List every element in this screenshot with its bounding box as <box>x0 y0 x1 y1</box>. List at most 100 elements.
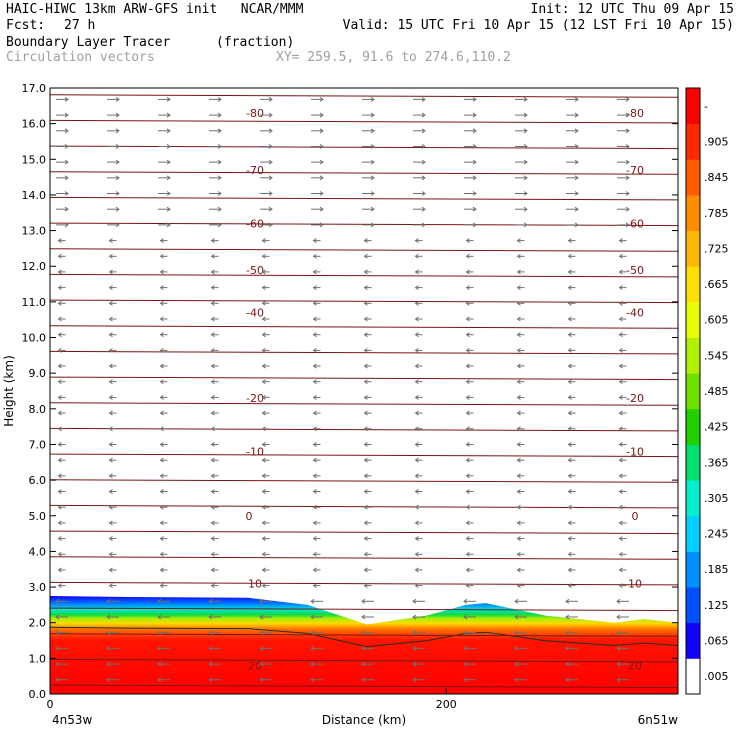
wind-vector-head <box>363 379 368 385</box>
wind-vector-head <box>166 222 171 228</box>
wind-vector-head <box>64 159 69 165</box>
wind-vector-head <box>159 426 164 432</box>
wind-vector-head <box>523 222 528 228</box>
wind-vector-head <box>159 332 164 338</box>
wind-vector-head <box>159 410 164 416</box>
x-tick-label: 200 <box>436 698 457 711</box>
colorbar-swatch <box>686 551 700 588</box>
wind-vector-head <box>159 394 164 400</box>
y-tick-label: 0.0 <box>29 688 47 701</box>
colorbar-label: .485 <box>704 385 729 398</box>
wind-vector-head <box>159 473 164 479</box>
wind-vector-head <box>261 300 266 306</box>
wind-vector-head <box>370 144 375 149</box>
wind-vector-head <box>319 222 324 228</box>
wind-vector-head <box>217 128 222 134</box>
wind-vector-head <box>616 677 621 683</box>
wind-vector-head <box>57 520 62 526</box>
y-tick-label: 1.0 <box>29 652 47 665</box>
wind-vector-head <box>567 300 572 306</box>
wind-vector-head <box>514 630 519 636</box>
wind-vector-head <box>319 96 324 102</box>
wind-vector-head <box>472 96 477 102</box>
wind-vector-head <box>312 520 317 526</box>
y-tick-label: 8.0 <box>29 403 47 416</box>
colorbar-swatch <box>686 123 700 160</box>
wind-vector-head <box>108 520 113 526</box>
wind-vector-head <box>108 457 113 463</box>
y-tick-label: 5.0 <box>29 510 47 523</box>
wind-vector-head <box>208 614 213 620</box>
wind-vector-head <box>268 222 273 228</box>
wind-vector-head <box>363 410 368 416</box>
wind-vector-head <box>363 285 368 291</box>
wind-vector-head <box>115 144 120 149</box>
wind-vector-head <box>166 175 171 181</box>
wind-vector-head <box>312 567 317 573</box>
wind-vector-head <box>55 598 60 604</box>
wind-vector-head <box>567 489 572 494</box>
isotherm-line <box>50 350 678 355</box>
wind-vector-head <box>312 583 317 589</box>
wind-vector-head <box>625 112 630 118</box>
wind-vector-head <box>567 551 572 557</box>
wind-vector-head <box>261 426 266 432</box>
wind-vector-head <box>514 677 519 683</box>
wind-vector-head <box>363 316 368 322</box>
wind-vector-head <box>463 677 468 683</box>
y-tick-label: 2.0 <box>29 617 47 630</box>
wind-vector-head <box>618 394 623 400</box>
colorbar-label: .005 <box>704 670 729 683</box>
colorbar-label: .845 <box>704 171 729 184</box>
wind-vector-head <box>57 567 62 573</box>
wind-vector-head <box>414 316 419 322</box>
wind-vector-head <box>210 551 215 557</box>
isotherm-label: -10 <box>246 446 264 459</box>
header-valid-time: Valid: 15 UTC Fri 10 Apr 15 (12 LST Fri … <box>342 18 734 33</box>
wind-vector-head <box>64 175 69 181</box>
colorbar-label: .245 <box>704 528 729 541</box>
isotherm-label: -70 <box>626 164 644 177</box>
x-tick-label: 0 <box>47 698 54 711</box>
isotherm-line <box>50 119 678 124</box>
wind-vector-head <box>108 426 113 432</box>
isotherm-label: 10 <box>248 578 262 591</box>
isotherm-line <box>50 248 678 252</box>
isotherm-label: 10 <box>628 578 642 591</box>
y-tick-label: 9.0 <box>29 367 47 380</box>
wind-vector-head <box>363 426 368 432</box>
wind-vector-head <box>108 238 113 243</box>
wind-vector-head <box>567 536 572 541</box>
isotherm-label: -20 <box>246 392 264 405</box>
wind-vector-head <box>268 144 273 149</box>
wind-vector-head <box>157 614 162 620</box>
wind-vector-head <box>465 426 470 432</box>
wind-vector-head <box>115 222 120 228</box>
wind-vector-head <box>261 457 266 463</box>
wind-vector-head <box>465 457 470 463</box>
wind-vector-head <box>108 504 113 510</box>
wind-vector-head <box>261 238 266 243</box>
wind-vector-head <box>312 269 317 275</box>
wind-vector-head <box>319 175 324 181</box>
wind-vector-head <box>465 238 470 243</box>
wind-vector-head <box>115 96 120 102</box>
wind-vector-head <box>463 661 468 667</box>
wind-vector-head <box>574 206 579 212</box>
wind-vector-head <box>319 144 324 149</box>
wind-vector-head <box>166 191 171 196</box>
wind-vector-head <box>516 551 521 557</box>
wind-vector-head <box>361 645 366 651</box>
wind-vector-head <box>312 457 317 463</box>
wind-vector-head <box>312 363 317 369</box>
wind-vector-head <box>465 300 470 306</box>
wind-vector-head <box>115 159 120 165</box>
wind-vector-head <box>565 598 570 604</box>
wind-vector-head <box>361 598 366 604</box>
isotherm-line <box>50 530 678 535</box>
wind-vector-head <box>208 677 213 683</box>
wind-vector-head <box>210 457 215 463</box>
wind-vector-head <box>259 630 264 636</box>
y-tick-label: 15.0 <box>22 153 47 166</box>
wind-vector-head <box>57 442 62 447</box>
